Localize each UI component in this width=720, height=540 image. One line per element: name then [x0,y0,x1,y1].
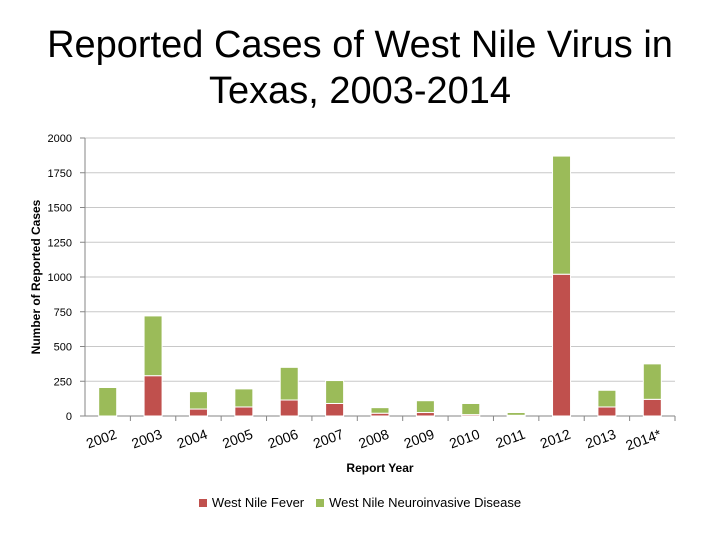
x-tick-label: 2005 [220,426,255,452]
x-axis-title: Report Year [346,461,413,475]
bar-neuroinvasive-2007 [325,380,345,404]
bar-neuroinvasive-2011 [506,412,526,416]
title-line-2: Texas, 2003-2014 [208,70,512,112]
x-tick-label: 2011 [493,426,527,451]
y-tick-label: 500 [54,342,72,354]
y-tick-label: 1500 [48,203,72,215]
gridlines [80,137,676,421]
bar-neuroinvasive-2004 [188,391,208,410]
bar-neuroinvasive-2003 [143,315,163,377]
x-tick-label: 2012 [538,426,573,452]
x-tick-label: 2007 [311,426,346,452]
x-tick-label: 2013 [583,426,618,452]
bar-fever-2014* [642,398,662,417]
bar-neuroinvasive-2008 [370,407,390,414]
bar-neuroinvasive-2012 [552,155,572,275]
x-tick-label: 2008 [356,426,391,452]
bar-neuroinvasive-2006 [279,366,299,401]
x-tick-label: 2009 [402,426,437,452]
bar-fever-2013 [597,406,617,417]
bar-fever-2012 [552,273,572,417]
y-tick-label: 0 [66,411,72,423]
legend-item-fever: West Nile Fever [198,495,305,510]
y-tick-label: 1750 [48,168,72,180]
y-axis-ticks: 0 250 500 750 1000 1250 1500 1750 2000 [48,133,72,423]
legend-label-fever: West Nile Fever [211,495,305,510]
y-tick-label: 750 [54,307,72,319]
bars [98,155,662,417]
x-tick-label: 2010 [447,426,482,452]
x-tick-label: 2004 [175,426,210,452]
legend-swatch-fever [198,498,207,507]
legend-item-neuroinvasive: West Nile Neuroinvasive Disease [316,495,521,510]
legend: West Nile Fever West Nile Neuroinvasive … [0,495,720,510]
bar-neuroinvasive-2010 [461,402,481,416]
bar-neuroinvasive-2013 [597,389,617,408]
x-tick-label: 2006 [266,426,301,452]
bar-neuroinvasive-2009 [415,400,435,414]
bar-fever-2006 [279,399,299,417]
y-axis-title: Number of Reported Cases [29,199,43,354]
x-tick-label: 2014* [623,426,663,454]
chart-title: Reported Cases of West Nile Virus in Tex… [40,22,680,114]
bar-fever-2007 [325,402,345,417]
x-tick-label: 2003 [129,426,164,452]
y-tick-label: 2000 [48,133,72,145]
bar-neuroinvasive-2002 [98,387,118,417]
legend-label-neuroinvasive: West Nile Neuroinvasive Disease [329,495,522,510]
bar-fever-2004 [188,408,208,417]
y-tick-label: 1000 [48,272,72,284]
bar-neuroinvasive-2014* [642,363,662,400]
bar-fever-2009 [415,412,435,417]
x-tick-label: 2002 [84,426,119,452]
bar-fever-2005 [234,406,254,417]
bar-neuroinvasive-2005 [234,388,254,408]
title-line-1: Reported Cases of West Nile Virus in [47,24,673,66]
legend-swatch-neuroinvasive [316,498,325,507]
x-axis-ticks: 2002 2003 2004 2005 2006 2007 2008 2009 2010 2011… [84,426,664,454]
y-tick-label: 250 [54,376,72,388]
y-tick-label: 1250 [48,237,72,249]
bar-fever-2003 [143,375,163,417]
